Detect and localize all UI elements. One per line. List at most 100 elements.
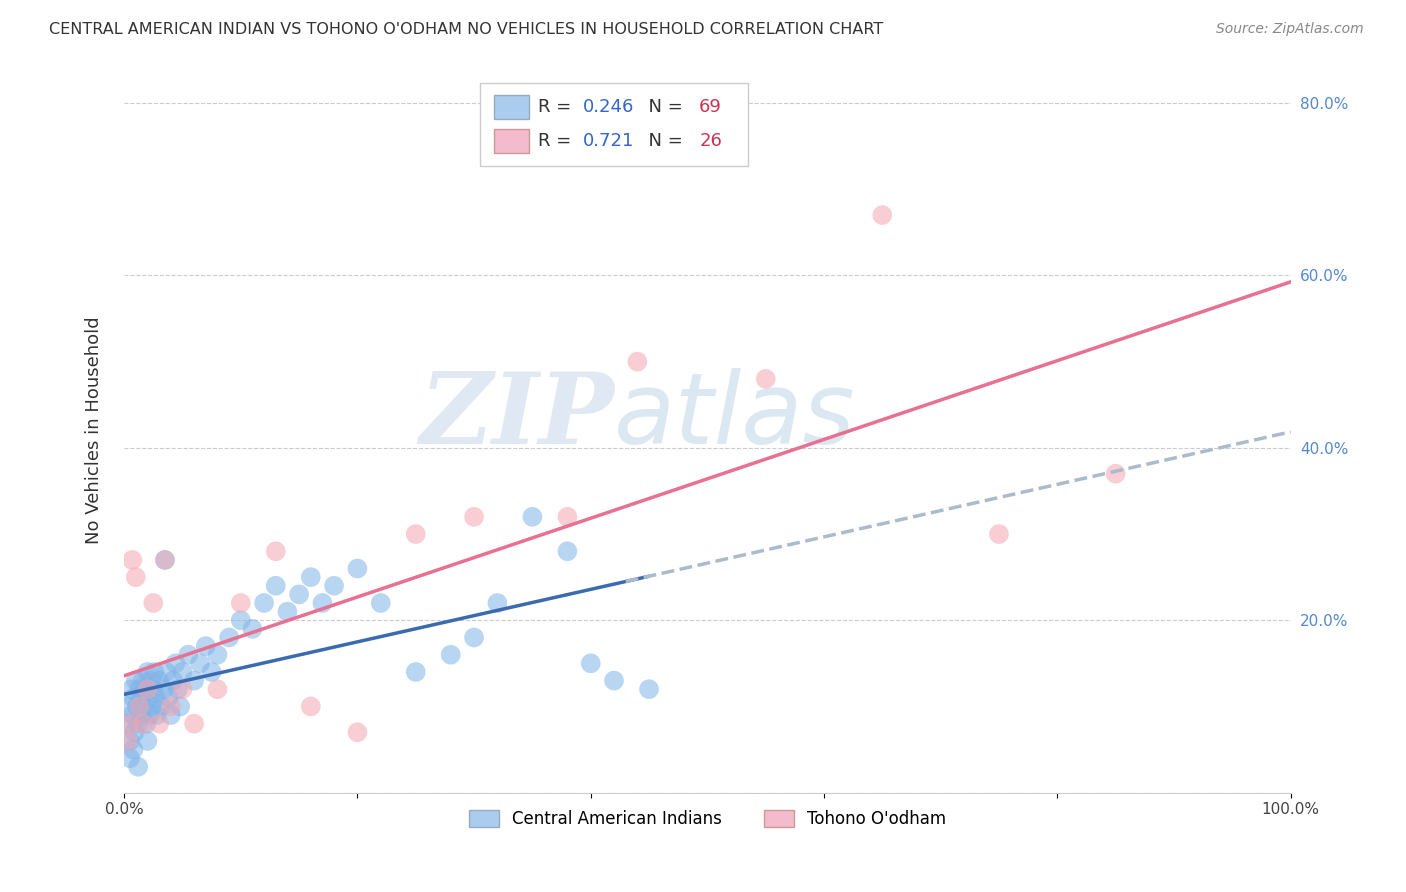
Point	[165, 657, 187, 671]
Point	[172, 682, 194, 697]
Text: 26: 26	[699, 132, 723, 150]
Text: CENTRAL AMERICAN INDIAN VS TOHONO O'ODHAM NO VEHICLES IN HOUSEHOLD CORRELATION C: CENTRAL AMERICAN INDIAN VS TOHONO O'ODHA…	[49, 22, 883, 37]
Point	[131, 690, 153, 705]
Text: atlas: atlas	[614, 368, 856, 465]
Point	[138, 690, 160, 705]
Point	[264, 544, 287, 558]
FancyBboxPatch shape	[494, 129, 529, 153]
Point	[242, 622, 264, 636]
Point	[177, 648, 200, 662]
Point	[134, 682, 156, 697]
Point	[136, 665, 159, 679]
Point	[132, 699, 155, 714]
Point	[463, 509, 485, 524]
Point	[323, 579, 346, 593]
Point	[557, 509, 579, 524]
Text: 0.246: 0.246	[582, 98, 634, 116]
Point	[1104, 467, 1126, 481]
Point	[253, 596, 276, 610]
Point	[145, 690, 167, 705]
Point	[117, 716, 139, 731]
Point	[405, 527, 427, 541]
Point	[127, 716, 149, 731]
Point	[299, 570, 322, 584]
Point	[288, 587, 311, 601]
Point	[172, 665, 194, 679]
Point	[118, 734, 141, 748]
Point	[125, 673, 148, 688]
Point	[122, 742, 145, 756]
Point	[522, 509, 544, 524]
Text: R =: R =	[538, 98, 578, 116]
Point	[141, 699, 163, 714]
Point	[579, 657, 602, 671]
Point	[194, 639, 217, 653]
Point	[135, 716, 157, 731]
Text: N =: N =	[637, 132, 689, 150]
Point	[311, 596, 333, 610]
Point	[153, 553, 176, 567]
Point	[264, 579, 287, 593]
Point	[150, 699, 173, 714]
Point	[148, 716, 170, 731]
Point	[183, 673, 205, 688]
Point	[148, 673, 170, 688]
Point	[370, 596, 392, 610]
Point	[118, 699, 141, 714]
Point	[142, 596, 165, 610]
Point	[159, 699, 181, 714]
Legend: Central American Indians, Tohono O'odham: Central American Indians, Tohono O'odham	[463, 804, 953, 835]
Point	[117, 734, 139, 748]
Point	[405, 665, 427, 679]
Point	[159, 708, 181, 723]
Text: Source: ZipAtlas.com: Source: ZipAtlas.com	[1216, 22, 1364, 37]
Point	[132, 673, 155, 688]
FancyBboxPatch shape	[479, 83, 748, 166]
Point	[124, 725, 146, 739]
Point	[139, 708, 162, 723]
Point	[183, 716, 205, 731]
Point	[136, 682, 159, 697]
Point	[118, 751, 141, 765]
Point	[128, 682, 150, 697]
Point	[169, 699, 191, 714]
Text: N =: N =	[637, 98, 689, 116]
Point	[122, 690, 145, 705]
Point	[120, 682, 142, 697]
Point	[142, 682, 165, 697]
Point	[121, 708, 143, 723]
Point	[557, 544, 579, 558]
Point	[127, 760, 149, 774]
Point	[125, 699, 148, 714]
Text: R =: R =	[538, 132, 578, 150]
Point	[162, 673, 184, 688]
Text: 0.721: 0.721	[582, 132, 634, 150]
Point	[121, 553, 143, 567]
Point	[118, 716, 141, 731]
Point	[346, 561, 368, 575]
Point	[486, 596, 509, 610]
Point	[346, 725, 368, 739]
Point	[166, 682, 188, 697]
Point	[872, 208, 894, 222]
Point	[207, 648, 229, 662]
Point	[463, 631, 485, 645]
Point	[229, 613, 252, 627]
Point	[626, 354, 648, 368]
Point	[136, 734, 159, 748]
Point	[229, 596, 252, 610]
Point	[201, 665, 224, 679]
Point	[755, 372, 778, 386]
Point	[153, 553, 176, 567]
Y-axis label: No Vehicles in Household: No Vehicles in Household	[86, 317, 103, 544]
Point	[143, 665, 166, 679]
Text: ZIP: ZIP	[419, 368, 614, 465]
Point	[128, 699, 150, 714]
Point	[638, 682, 661, 697]
Point	[132, 716, 155, 731]
Text: 69: 69	[699, 98, 723, 116]
Point	[129, 708, 152, 723]
Point	[299, 699, 322, 714]
Point	[125, 570, 148, 584]
Point	[157, 690, 180, 705]
